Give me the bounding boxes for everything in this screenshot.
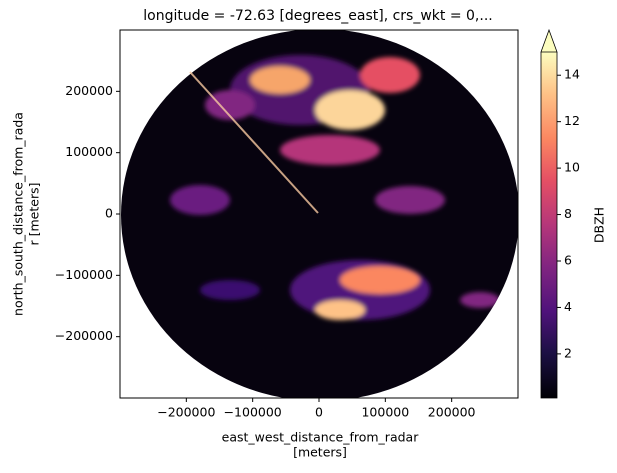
x-tick-label: 100000	[361, 405, 409, 420]
colorbar-tick-label: 14	[564, 67, 580, 82]
chart-title: longitude = -72.63 [degrees_east], crs_w…	[143, 8, 492, 24]
colorbar-tick-label: 10	[564, 160, 580, 175]
colorbar-tick-label: 4	[564, 299, 572, 314]
colorbar-tick-label: 8	[564, 206, 572, 221]
y-axis-label: north_south_distance_from_rada	[11, 112, 26, 316]
colorbar	[541, 52, 557, 398]
colorbar-tick-label: 12	[564, 113, 580, 128]
y-axis-label: r [meters]	[27, 183, 42, 246]
colorbar-frame	[540, 52, 558, 399]
y-tick-label: 200000	[65, 83, 113, 98]
colorbar-tick-label: 6	[564, 252, 572, 267]
x-tick-label: −100000	[224, 405, 282, 420]
colorbar-extend	[540, 28, 558, 53]
colorbar-label: DBZH	[592, 207, 607, 243]
y-tick-label: 0	[105, 206, 113, 221]
x-axis-label: east_west_distance_from_radar	[222, 430, 420, 445]
y-tick-label: −100000	[55, 267, 113, 282]
y-tick-label: −200000	[55, 328, 113, 343]
y-tick-label: 100000	[65, 144, 113, 159]
colorbar-tick-label: 2	[564, 345, 572, 360]
x-axis-label: [meters]	[293, 445, 347, 460]
x-tick-label: 0	[315, 405, 323, 420]
x-tick-label: −200000	[157, 405, 215, 420]
radar-image	[121, 30, 518, 398]
x-tick-label: 200000	[428, 405, 476, 420]
